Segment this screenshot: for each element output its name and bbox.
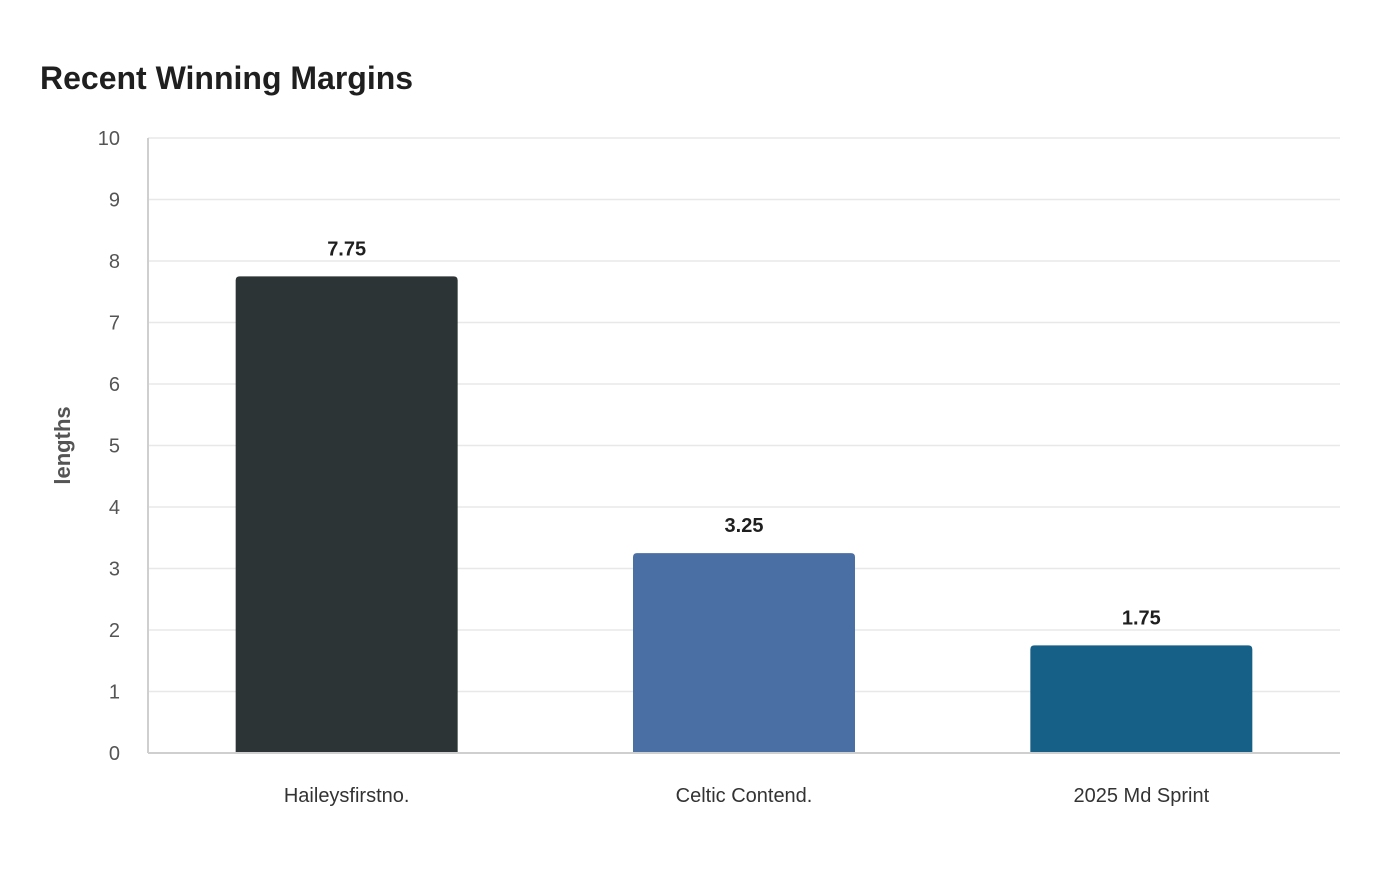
y-tick-label: 7 (109, 313, 120, 335)
data-label: 3.25 (725, 515, 764, 537)
x-tick-label: Celtic Contend. (676, 785, 813, 807)
y-tick-label: 0 (109, 743, 120, 765)
y-tick-label: 1 (109, 682, 120, 704)
y-tick-label: 9 (109, 190, 120, 212)
y-tick-label: 5 (109, 436, 120, 458)
data-label: 1.75 (1122, 607, 1161, 629)
y-tick-label: 2 (109, 620, 120, 642)
x-tick-label: 2025 Md Sprint (1074, 785, 1210, 807)
bars (235, 276, 1253, 753)
y-tick-label: 6 (109, 374, 120, 396)
bar-2 (633, 553, 855, 753)
y-tick-label: 3 (109, 559, 120, 581)
y-axis-ticks: 0 1 2 3 4 5 6 7 8 9 10 (98, 128, 120, 765)
y-axis-label: lengths (50, 406, 75, 484)
data-labels: 7.75 3.25 1.75 (327, 238, 1161, 629)
y-tick-label: 4 (109, 497, 120, 519)
bar-3 (1030, 645, 1253, 753)
x-axis-ticks: Haileysfirstno. Celtic Contend. 2025 Md Sp… (284, 785, 1210, 807)
y-tick-label: 8 (109, 251, 120, 273)
x-tick-label: Haileysfirstno. (284, 785, 410, 807)
data-label: 7.75 (327, 238, 366, 260)
chart-title: Recent Winning Margins (40, 60, 414, 96)
bar-1 (235, 276, 458, 753)
y-tick-label: 10 (98, 128, 120, 150)
